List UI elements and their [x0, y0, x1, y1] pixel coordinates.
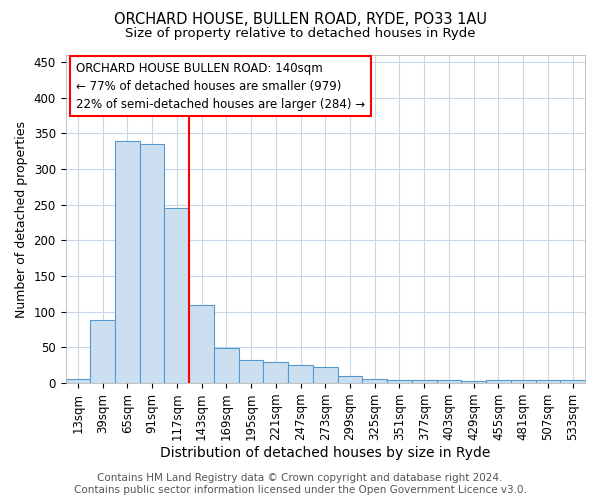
- Bar: [115, 140, 140, 383]
- Bar: [461, 381, 486, 383]
- Bar: [486, 380, 511, 383]
- Bar: [140, 144, 164, 383]
- Bar: [362, 379, 387, 383]
- Text: ORCHARD HOUSE BULLEN ROAD: 140sqm
← 77% of detached houses are smaller (979)
22%: ORCHARD HOUSE BULLEN ROAD: 140sqm ← 77% …: [76, 62, 365, 110]
- Text: ORCHARD HOUSE, BULLEN ROAD, RYDE, PO33 1AU: ORCHARD HOUSE, BULLEN ROAD, RYDE, PO33 1…: [113, 12, 487, 28]
- Bar: [214, 348, 239, 383]
- Bar: [560, 380, 585, 383]
- Bar: [288, 366, 313, 383]
- Bar: [189, 304, 214, 383]
- Y-axis label: Number of detached properties: Number of detached properties: [15, 120, 28, 318]
- Bar: [437, 380, 461, 383]
- Text: Size of property relative to detached houses in Ryde: Size of property relative to detached ho…: [125, 28, 475, 40]
- Bar: [387, 380, 412, 383]
- Bar: [313, 368, 338, 383]
- Bar: [164, 208, 189, 383]
- Bar: [412, 380, 437, 383]
- Bar: [90, 320, 115, 383]
- Bar: [65, 379, 90, 383]
- Text: Contains HM Land Registry data © Crown copyright and database right 2024.
Contai: Contains HM Land Registry data © Crown c…: [74, 474, 526, 495]
- Bar: [263, 362, 288, 383]
- Bar: [511, 380, 536, 383]
- Bar: [338, 376, 362, 383]
- Bar: [536, 380, 560, 383]
- X-axis label: Distribution of detached houses by size in Ryde: Distribution of detached houses by size …: [160, 446, 490, 460]
- Bar: [239, 360, 263, 383]
